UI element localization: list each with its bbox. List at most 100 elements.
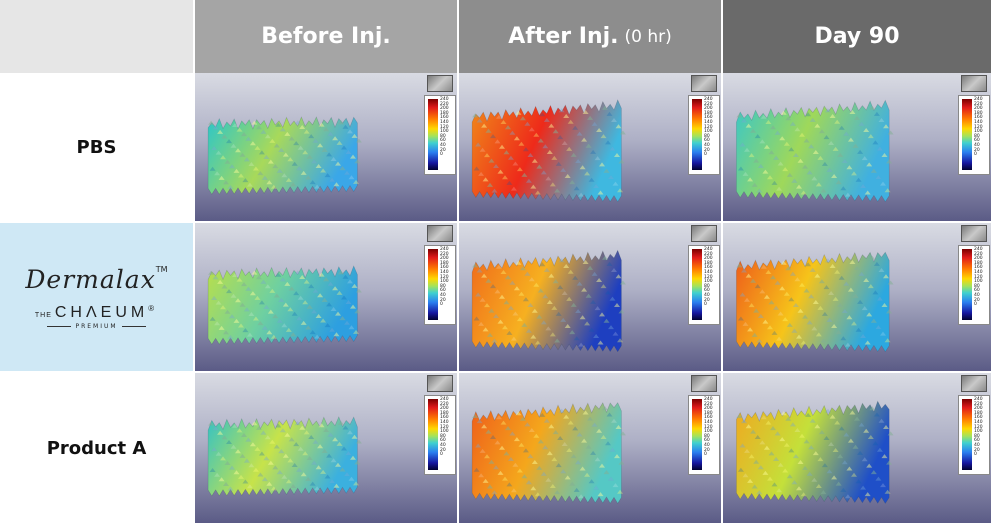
color-scale-legend: 240 220 200 180 160 140 120 100 80 60 40 20 0	[424, 395, 456, 475]
scale-tick: 160	[704, 115, 713, 121]
color-scale-ticks: 240 220 200 180 160 140 120 100 80 60 40 20 0	[440, 397, 449, 458]
scale-tick: 180	[440, 410, 449, 416]
scale-tick: 0	[974, 302, 977, 308]
scale-tick: 100	[704, 429, 713, 435]
scale-tick: 60	[974, 138, 980, 144]
scale-tick: 140	[704, 269, 713, 275]
heatmap-panel-dermalax-after: 240 220 200 180 160 140 120 100 80 60 40 20 0	[459, 223, 721, 371]
scale-tick: 220	[704, 251, 713, 257]
scale-tick: 40	[704, 442, 710, 448]
scale-tick: 40	[440, 142, 446, 148]
scale-tick: 40	[704, 292, 710, 298]
scale-tick: 240	[440, 97, 449, 102]
color-scale-bar	[962, 399, 972, 470]
scale-tick: 240	[704, 247, 713, 252]
scale-tick: 200	[974, 106, 983, 112]
scale-tick: 60	[440, 138, 446, 144]
scale-tick: 60	[704, 288, 710, 294]
scale-tick: 0	[704, 302, 707, 308]
scale-tick: 80	[704, 433, 710, 439]
scale-tick: 20	[440, 297, 446, 303]
color-scale-legend: 240 220 200 180 160 140 120 100 80 60 40 20 0	[424, 245, 456, 325]
scale-tick: 140	[704, 119, 713, 125]
color-scale-ticks: 240 220 200 180 160 140 120 100 80 60 40 20 0	[440, 247, 449, 308]
scale-tick: 220	[704, 101, 713, 107]
scale-tick: 180	[704, 110, 713, 116]
header-after-label: After Inj.	[508, 24, 619, 49]
scale-tick: 0	[440, 452, 443, 458]
color-scale-legend: 240 220 200 180 160 140 120 100 80 60 40 20 0	[958, 395, 990, 475]
row-label-product-a: Product A	[0, 373, 193, 523]
chaeum-reg: ®	[148, 303, 159, 313]
scale-tick: 180	[440, 260, 449, 266]
scale-tick: 160	[704, 415, 713, 421]
scale-tick: 20	[974, 447, 980, 453]
color-scale-bar	[692, 99, 702, 170]
heatmap-panel-pbs-day90: 240 220 200 180 160 140 120 100 80 60 40 20 0	[723, 73, 991, 221]
color-scale-ticks: 240 220 200 180 160 140 120 100 80 60 40 20 0	[974, 397, 983, 458]
header-before-label: Before Inj.	[261, 24, 391, 49]
scale-tick: 160	[440, 415, 449, 421]
color-scale-bar	[428, 99, 438, 170]
thumbnail-image	[427, 75, 453, 92]
scale-tick: 100	[704, 129, 713, 135]
scale-tick: 160	[440, 265, 449, 271]
scale-tick: 120	[704, 274, 713, 280]
scale-tick: 160	[704, 265, 713, 271]
scale-tick: 240	[704, 397, 713, 402]
dermalax-wordmark: DermalaxTM	[25, 265, 167, 294]
scale-tick: 240	[974, 247, 983, 252]
color-scale-bar	[428, 249, 438, 320]
scale-tick: 80	[704, 283, 710, 289]
scale-tick: 240	[974, 97, 983, 102]
scale-tick: 20	[440, 447, 446, 453]
scale-tick: 100	[704, 279, 713, 285]
scale-tick: 40	[974, 142, 980, 148]
scale-tick: 120	[440, 274, 449, 280]
color-scale-legend: 240 220 200 180 160 140 120 100 80 60 40 20 0	[688, 395, 720, 475]
thumbnail-image	[427, 375, 453, 392]
thumbnail-image	[961, 75, 987, 92]
scale-tick: 220	[704, 401, 713, 407]
scale-tick: 200	[440, 256, 449, 262]
scale-tick: 180	[974, 260, 983, 266]
color-scale-legend: 240 220 200 180 160 140 120 100 80 60 40 20 0	[958, 245, 990, 325]
heatmap-panel-product-a-after: 240 220 200 180 160 140 120 100 80 60 40 20 0	[459, 373, 721, 523]
row-label-pbs: PBS	[0, 73, 193, 221]
scale-tick: 140	[974, 119, 983, 125]
heatmap-panel-pbs-before: 240 220 200 180 160 140 120 100 80 60 40 20 0	[195, 73, 457, 221]
scale-tick: 200	[974, 406, 983, 412]
scale-tick: 200	[704, 256, 713, 262]
scale-tick: 0	[974, 152, 977, 158]
scale-tick: 140	[440, 119, 449, 125]
dermalax-script: Dermalax	[25, 264, 156, 294]
scale-tick: 0	[704, 452, 707, 458]
chaeum-name: CHΛEUM	[54, 303, 149, 321]
scale-tick: 220	[440, 101, 449, 107]
scale-tick: 80	[440, 133, 446, 139]
scale-tick: 120	[974, 124, 983, 130]
scale-tick: 180	[974, 110, 983, 116]
color-scale-bar	[428, 399, 438, 470]
scale-tick: 180	[704, 260, 713, 266]
scale-tick: 80	[704, 133, 710, 139]
scale-tick: 0	[704, 152, 707, 158]
color-scale-bar	[962, 249, 972, 320]
scale-tick: 160	[440, 115, 449, 121]
scale-tick: 240	[440, 247, 449, 252]
scale-tick: 80	[974, 433, 980, 439]
scale-tick: 40	[440, 442, 446, 448]
scale-tick: 80	[440, 433, 446, 439]
color-scale-ticks: 240 220 200 180 160 140 120 100 80 60 40 20 0	[704, 397, 713, 458]
row-label-dermalax-logo: DermalaxTM THE CHΛEUM® PREMIUM	[0, 223, 193, 371]
scale-tick: 40	[440, 292, 446, 298]
scale-tick: 160	[974, 115, 983, 121]
chaeum-the: THE	[34, 311, 52, 319]
scale-tick: 100	[974, 279, 983, 285]
scale-tick: 200	[440, 406, 449, 412]
scale-tick: 120	[974, 424, 983, 430]
scale-tick: 180	[704, 410, 713, 416]
thumbnail-image	[691, 375, 717, 392]
heatmap-panel-dermalax-before: 240 220 200 180 160 140 120 100 80 60 40 20 0	[195, 223, 457, 371]
scale-tick: 200	[704, 106, 713, 112]
